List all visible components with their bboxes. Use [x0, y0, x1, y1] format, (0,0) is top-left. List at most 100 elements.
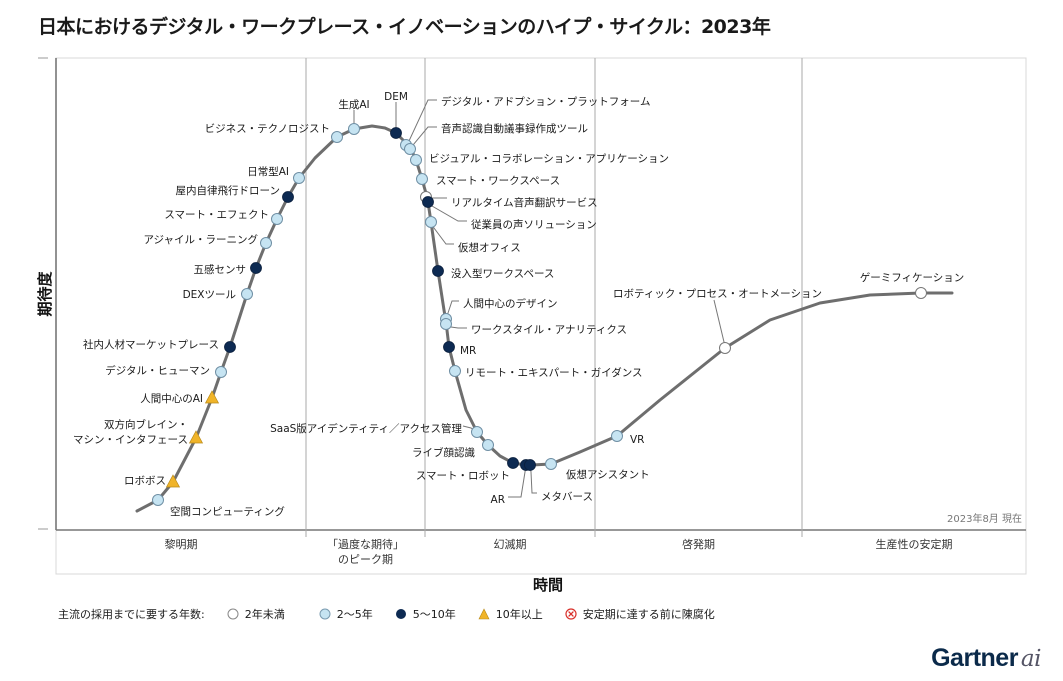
marker-light-circle	[152, 494, 164, 506]
marker-light-circle	[241, 288, 253, 300]
marker-light-circle	[271, 213, 283, 225]
leader-line	[713, 299, 726, 349]
marker-light-circle	[482, 439, 494, 451]
item-label: ビジネス・テクノロジスト	[205, 123, 330, 135]
legend-label: 5～10年	[412, 608, 456, 621]
item-label: 双方向ブレイン・	[104, 418, 188, 431]
marker-light-circle	[215, 366, 227, 378]
marker-light-circle	[410, 154, 422, 166]
item-label: 屋内自律飛行ドローン	[176, 184, 280, 197]
item-label: デジタル・ヒューマン	[105, 364, 210, 377]
as-of-date: 2023年8月 現在	[947, 512, 1022, 525]
marker-triangle	[188, 430, 204, 444]
marker-triangle	[204, 390, 220, 404]
legend-label: 10年以上	[495, 608, 543, 621]
marker-dark-circle	[250, 262, 262, 274]
labels: 空間コンピューティング ロボボス 双方向ブレイン・マシン・インタフェース 人間中心のA…	[73, 91, 964, 518]
phase-label-line: 「過度な期待」	[327, 537, 404, 551]
item-label: 社内人材マーケットプレース	[83, 338, 219, 351]
item-label: SaaS版アイデンティティ／アクセス管理	[270, 422, 462, 435]
marker-light-circle	[449, 365, 461, 377]
legend-title: 主流の採用までに要する年数:	[58, 608, 205, 621]
item-label: マシン・インタフェース	[73, 434, 188, 446]
item-label: ゲーミフィケーション	[860, 272, 965, 284]
item-label: リアルタイム音声翻訳サービス	[451, 196, 598, 209]
item-label: 音声認識自動議事録作成ツール	[441, 122, 588, 135]
phase-label: 啓発期	[682, 537, 715, 551]
item-label: 空間コンピューティング	[170, 505, 285, 518]
legend-label: 2年未満	[244, 608, 285, 621]
marker-light-circle	[440, 318, 452, 330]
markers	[152, 123, 927, 506]
marker-light-circle	[471, 426, 483, 438]
legend-item-5to10: 5～10年	[395, 606, 456, 622]
item-label: リモート・エキスパート・ガイダンス	[465, 366, 643, 379]
marker-light-circle	[425, 216, 437, 228]
item-label: 日常型AI	[247, 165, 289, 178]
item-label: ワークスタイル・アナリティクス	[471, 324, 627, 336]
x-axis-title: 時間	[533, 576, 563, 594]
marker-light-circle	[348, 123, 360, 135]
marker-light-circle	[416, 173, 428, 185]
item-label: 仮想オフィス	[458, 241, 521, 254]
phase-label-line: 幻滅期	[494, 538, 527, 551]
marker-dark-circle	[390, 127, 402, 139]
phase-label: 生産性の安定期	[876, 537, 953, 551]
item-label: スマート・ワークスペース	[436, 175, 560, 187]
item-label: 生成AI	[338, 98, 369, 111]
chart-title: 日本におけるデジタル・ワークプレース・イノベーションのハイプ・サイクル：2023…	[38, 16, 771, 38]
item-label: 没入型ワークスペース	[451, 267, 554, 280]
marker-light-circle	[260, 237, 272, 249]
marker-dark-circle	[432, 265, 444, 277]
item-label: MR	[460, 345, 476, 357]
marker-light-circle	[293, 172, 305, 184]
legend: 主流の採用までに要する年数: 2年未満 2～5年 5～10年 10年以上 安定期…	[58, 606, 715, 622]
marker-light-circle	[404, 143, 416, 155]
item-label: 五感センサ	[194, 263, 247, 276]
item-label: スマート・エフェクト	[164, 209, 269, 221]
triangle-icon	[478, 608, 490, 620]
phase-label-line: のピーク期	[338, 553, 393, 566]
item-label: ビジュアル・コラボレーション・アプリケーション	[429, 153, 669, 165]
item-label: スマート・ロボット	[416, 470, 510, 482]
legend-item-2to5: 2～5年	[319, 606, 373, 622]
legend-item-gt10: 10年以上	[478, 606, 543, 622]
brand-name: Gartner	[931, 644, 1018, 672]
marker-triangle	[165, 474, 181, 488]
phase-label: 幻滅期	[494, 538, 527, 551]
marker-light-circle	[331, 131, 343, 143]
item-label: DEXツール	[183, 289, 236, 301]
item-label: DEM	[384, 91, 408, 103]
marker-dark-circle	[507, 457, 519, 469]
item-label: ロボティック・プロセス・オートメーション	[613, 288, 822, 300]
marker-dark-circle	[443, 341, 455, 353]
phase-label-line: 黎明期	[165, 537, 198, 551]
legend-item-obsolete: 安定期に達する前に陳腐化	[565, 606, 715, 622]
item-label: ライブ顔認識	[412, 446, 475, 459]
item-label: 人間中心のデザイン	[463, 297, 558, 310]
marker-dark-circle	[282, 191, 294, 203]
white-circle-icon	[227, 608, 239, 620]
dark-blue-circle-icon	[395, 609, 406, 619]
leader-line	[405, 99, 437, 146]
item-label: VR	[630, 434, 644, 446]
marker-dark-circle	[422, 196, 434, 208]
item-label: AR	[491, 494, 505, 506]
legend-label: 2～5年	[336, 608, 373, 621]
phase-label-line: 啓発期	[682, 537, 715, 551]
x-circle-icon	[565, 608, 577, 620]
light-blue-circle-icon	[319, 608, 331, 620]
item-label: 人間中心のAI	[140, 392, 203, 405]
phase-label-line: 生産性の安定期	[876, 537, 953, 551]
phase-label: 「過度な期待」のピーク期	[327, 537, 404, 566]
marker-light-circle	[611, 430, 623, 442]
marker-dark-circle	[524, 459, 536, 471]
phase-label: 黎明期	[165, 537, 198, 551]
item-label: 従業員の声ソリューション	[471, 218, 597, 231]
item-label: アジャイル・ラーニング	[143, 233, 258, 246]
marker-white-circle	[915, 287, 927, 299]
y-axis-title: 期待度	[36, 271, 54, 317]
item-label: 仮想アシスタント	[566, 468, 650, 481]
